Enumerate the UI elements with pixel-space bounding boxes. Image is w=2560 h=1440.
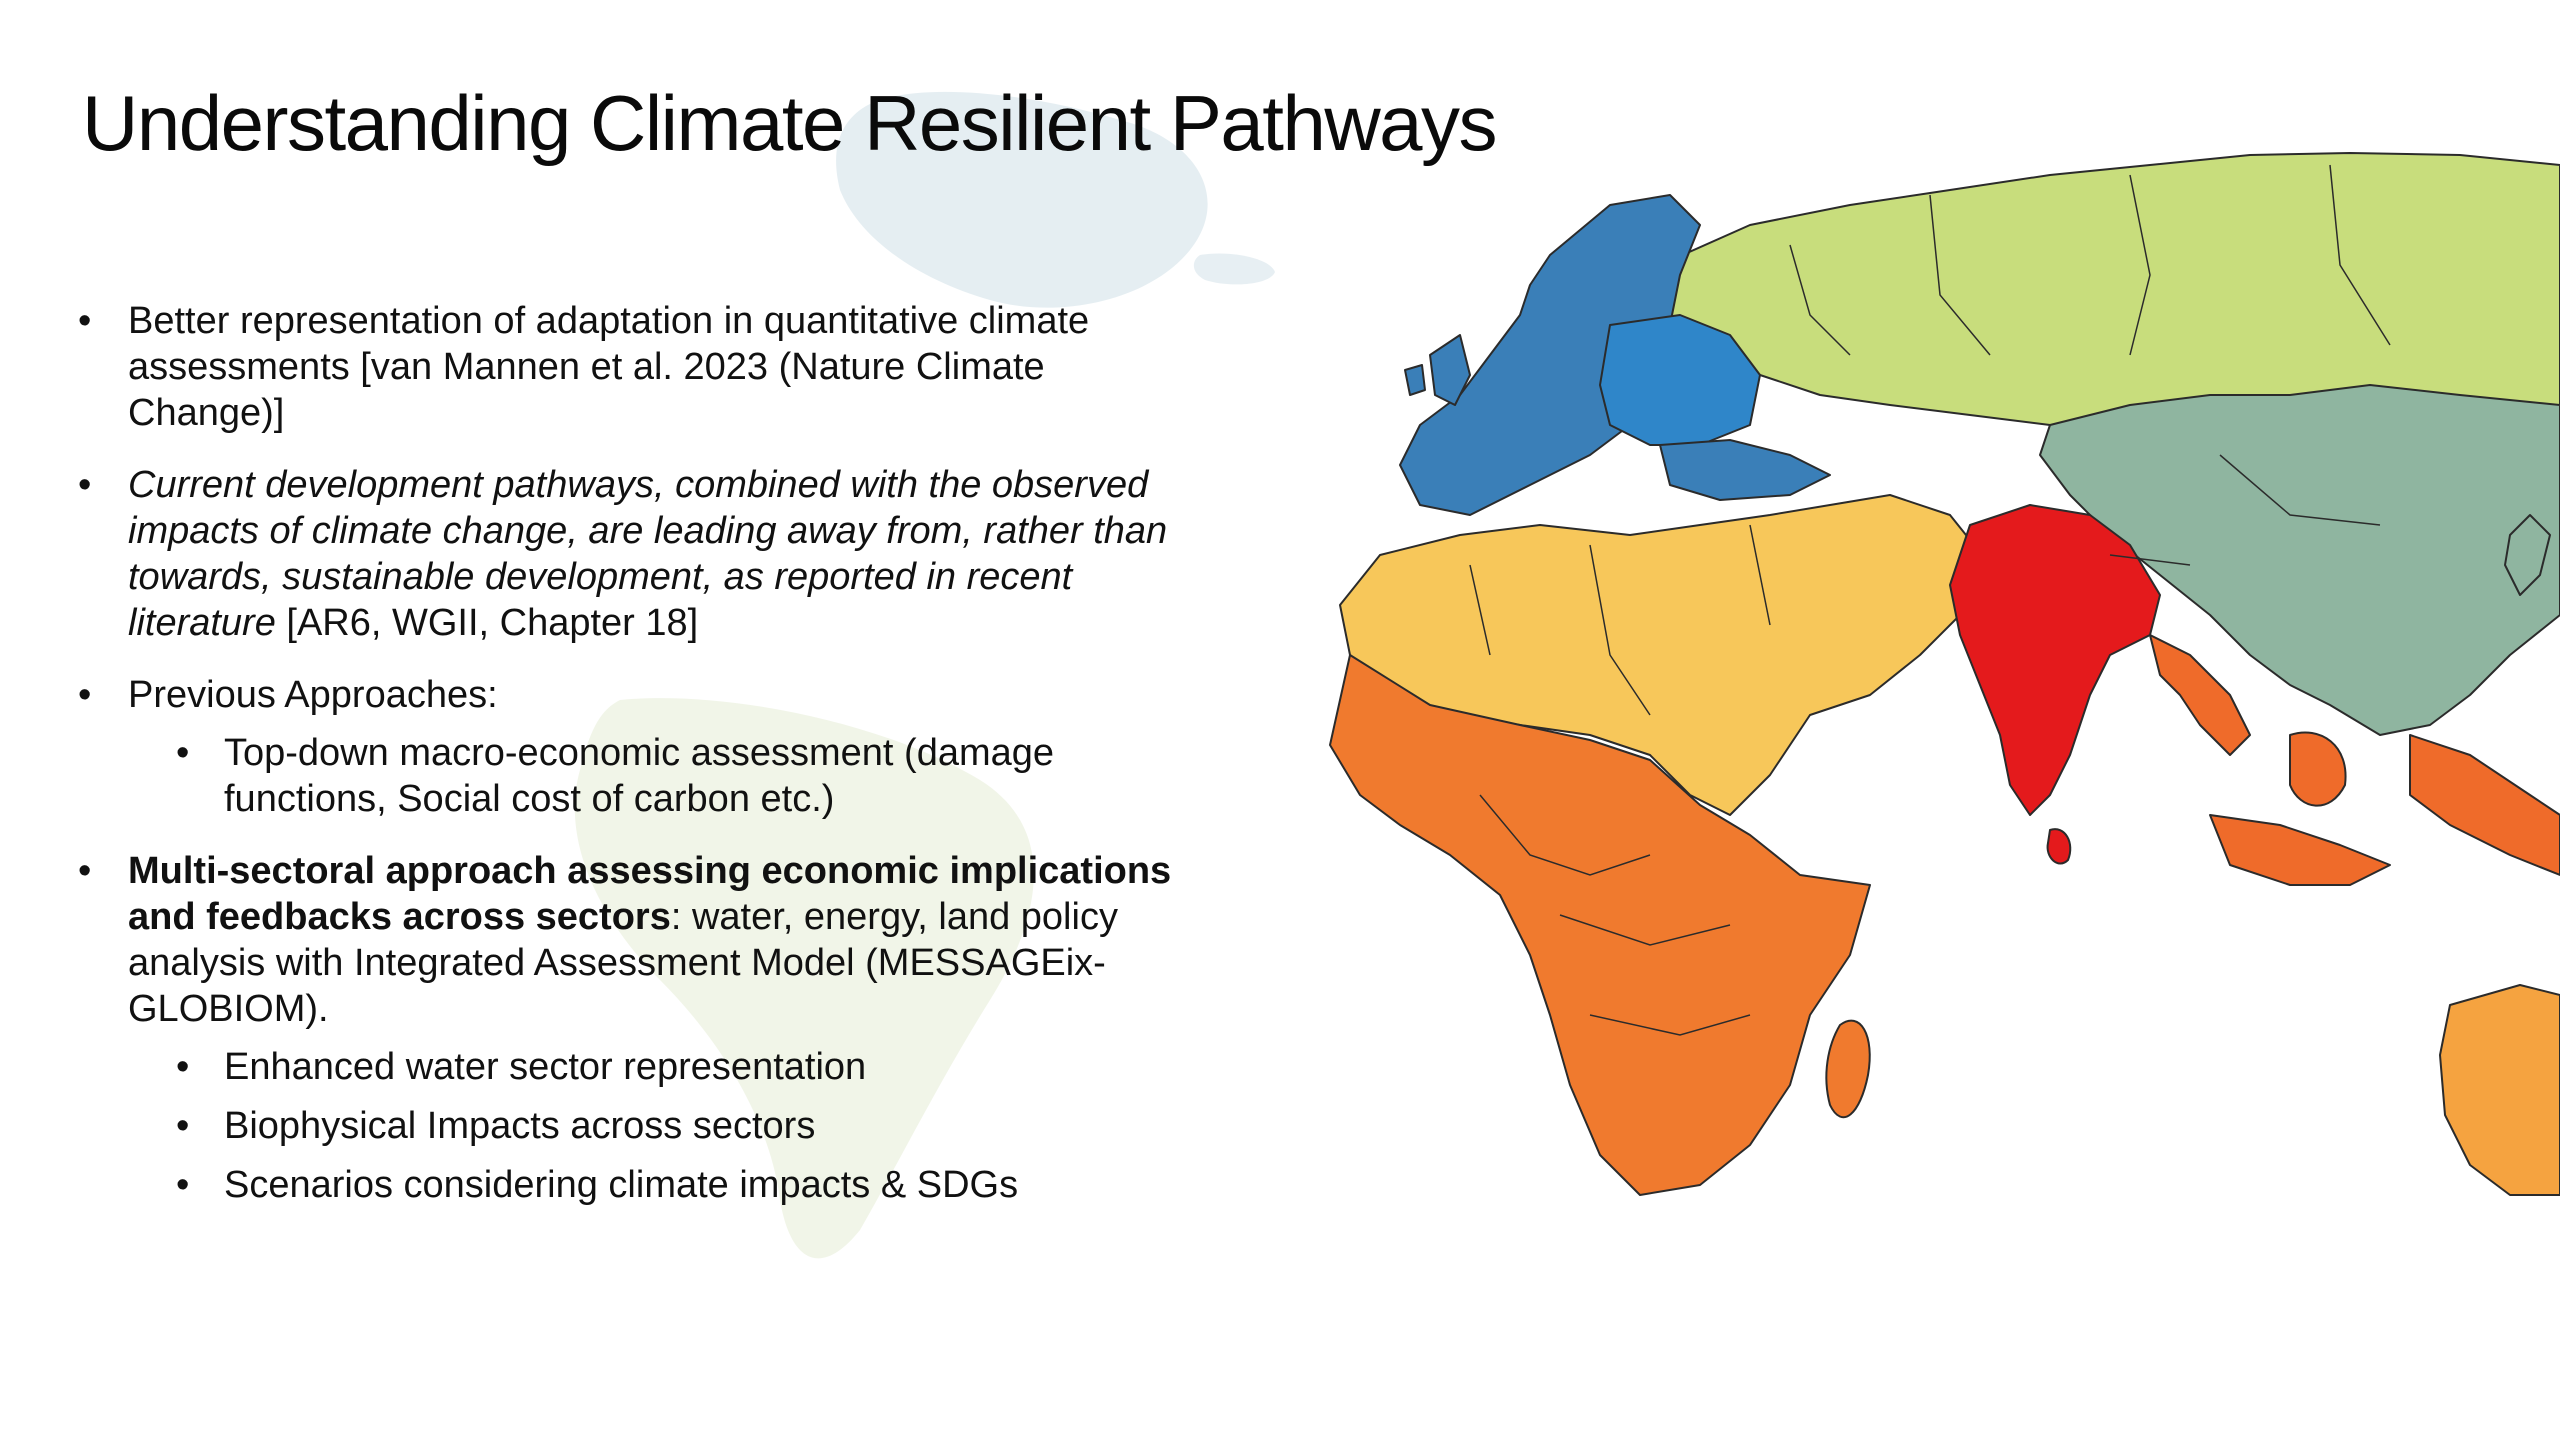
bullet-italic-text: Current development pathways, combined w… [128, 464, 1168, 644]
page-title: Understanding Climate Resilient Pathways [82, 79, 1498, 167]
bullet-text: Better representation of adaptation in q… [128, 300, 1090, 434]
region-australia [2439, 984, 2560, 1196]
bullet-text: : water, energy, land policy analysis wi… [128, 896, 1118, 1030]
sub-item-text: Enhanced water sector representation [224, 1046, 867, 1088]
sub-list-item: Biophysical Impacts across sectors [176, 1103, 1198, 1149]
region-central-europe [1599, 314, 1761, 446]
sub-list: Top-down macro-economic assessment (dama… [128, 730, 1198, 822]
region-europe [1399, 194, 1701, 516]
region-africa [1329, 654, 1871, 1196]
sub-list-item: Top-down macro-economic assessment (dama… [176, 730, 1198, 822]
bullet-list: Better representation of adaptation in q… [78, 298, 1198, 1208]
content-body: Better representation of adaptation in q… [78, 298, 1198, 1234]
sub-list: Enhanced water sector representation Bio… [128, 1044, 1198, 1208]
bullet-citation: [AR6, WGII, Chapter 18] [275, 602, 699, 644]
list-item: Better representation of adaptation in q… [78, 298, 1198, 436]
list-item: Current development pathways, combined w… [78, 462, 1198, 646]
bullet-bold-text: Multi-sectoral approach assessing econom… [128, 850, 1172, 938]
region-south-asia [1949, 504, 2161, 816]
sub-item-text: Biophysical Impacts across sectors [224, 1105, 816, 1147]
region-balkans [1659, 439, 1831, 501]
bullet-text: Previous Approaches: [128, 674, 498, 716]
region-southeast-asia [2149, 634, 2251, 756]
sub-list-item: Enhanced water sector representation [176, 1044, 1198, 1090]
sub-item-text: Scenarios considering climate impacts & … [224, 1164, 1019, 1206]
sub-list-item: Scenarios considering climate impacts & … [176, 1162, 1198, 1208]
list-item: Previous Approaches: Top-down macro-econ… [78, 672, 1198, 822]
list-item: Multi-sectoral approach assessing econom… [78, 848, 1198, 1208]
world-region-map [1329, 152, 2560, 1196]
sub-item-text: Top-down macro-economic assessment (dama… [224, 732, 1055, 820]
